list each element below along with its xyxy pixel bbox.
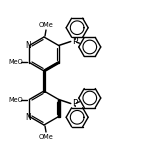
- Text: N: N: [25, 40, 31, 50]
- Text: P: P: [72, 99, 77, 108]
- Text: OMe: OMe: [39, 134, 53, 140]
- Text: N: N: [25, 112, 31, 122]
- Text: MeO: MeO: [8, 58, 23, 64]
- Text: OMe: OMe: [39, 22, 53, 28]
- Text: P: P: [72, 37, 77, 46]
- Text: MeO: MeO: [8, 98, 23, 104]
